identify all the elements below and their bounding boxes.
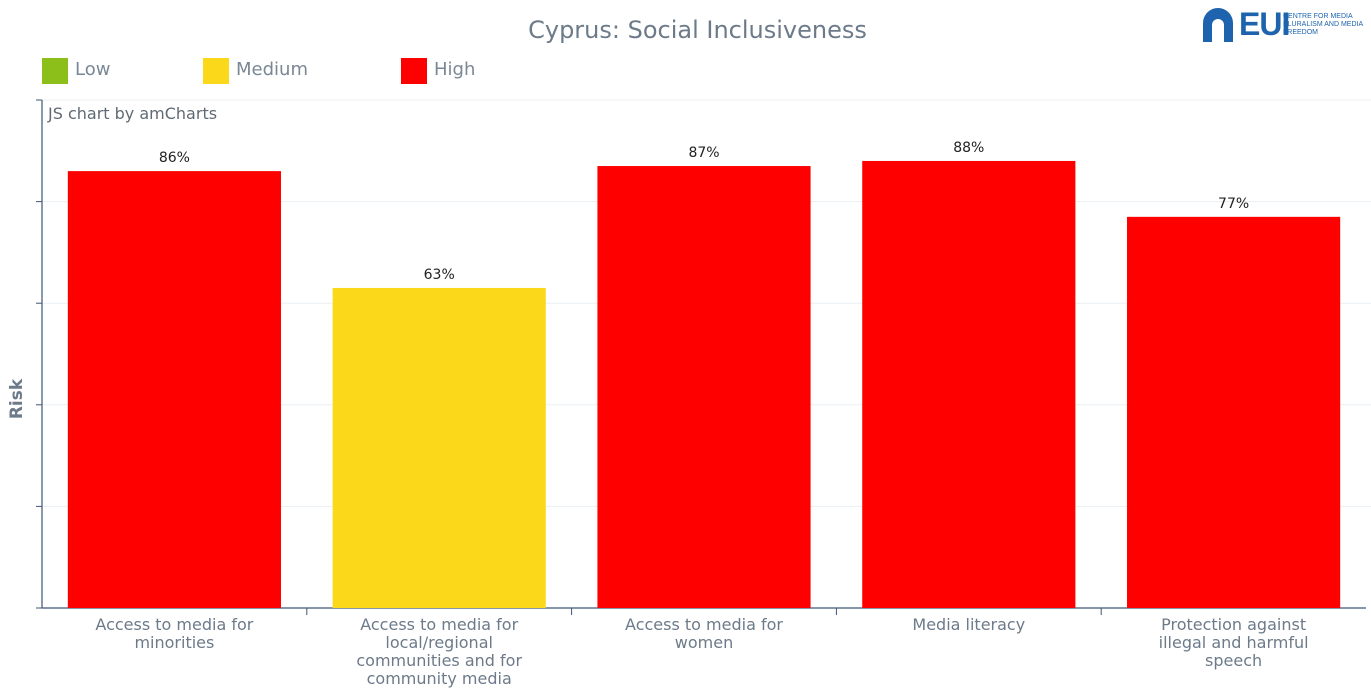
- x-tick-label: Protection against illegal and harmful spe…: [1159, 615, 1309, 670]
- x-tick-label: Access to media for minorities: [95, 615, 253, 652]
- bar-value-label: 86%: [159, 150, 190, 166]
- legend-label-low: Low: [75, 59, 111, 80]
- bar-value-label: 63%: [424, 267, 455, 283]
- bar-value-label: 88%: [953, 140, 984, 156]
- bar: [67, 171, 281, 608]
- legend-label-medium: Medium: [236, 59, 308, 80]
- bar: [597, 166, 811, 609]
- legend-label-high: High: [434, 59, 476, 80]
- x-tick-label: Access to media for local/regional communi…: [356, 615, 522, 688]
- bar: [1127, 216, 1341, 608]
- x-tick-label: Access to media for women: [625, 615, 783, 652]
- amcharts-credit[interactable]: JS chart by amCharts: [48, 104, 218, 123]
- chart-title: Cyprus: Social Inclusiveness: [528, 16, 867, 44]
- logo-text: EUI: [1239, 6, 1290, 42]
- eui-arch-icon: [1203, 8, 1233, 42]
- bar: [332, 287, 546, 608]
- legend-swatch-high: [401, 58, 427, 84]
- legend-swatch-low: [42, 58, 68, 84]
- eui-logo: EUI CENTRE FOR MEDIA PLURALISM AND MEDIA…: [1203, 5, 1371, 43]
- bar: [862, 160, 1076, 608]
- legend-swatch-medium: [203, 58, 229, 84]
- y-axis-label: Risk: [7, 378, 27, 419]
- logo-subtitle: CENTRE FOR MEDIA PLURALISM AND MEDIA FRE…: [1283, 13, 1363, 36]
- bar-value-label: 77%: [1218, 196, 1249, 212]
- bar-value-label: 87%: [688, 145, 719, 161]
- x-tick-label: Media literacy: [912, 615, 1025, 634]
